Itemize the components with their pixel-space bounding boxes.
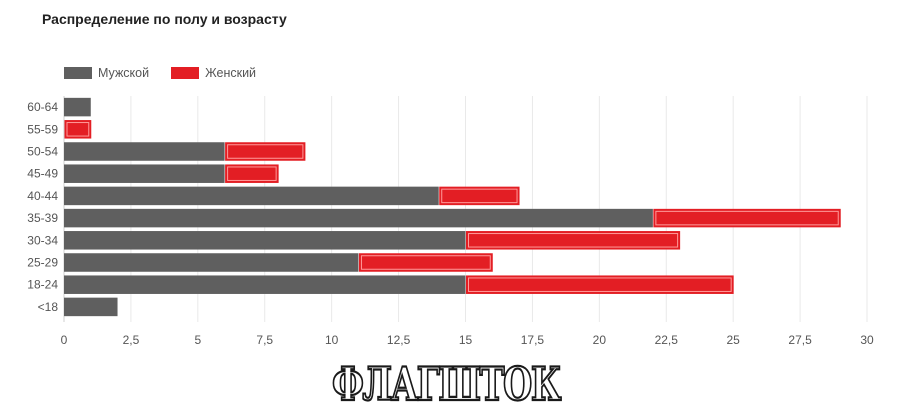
bar-female-inner-border [227, 144, 304, 159]
bar-male[interactable] [64, 275, 466, 294]
y-tick-label: <18 [38, 300, 59, 314]
y-tick-labels: 60-64 55-59 50-54 45-49 40-44 35-39 30-34 25-29… [27, 100, 58, 314]
bar-female[interactable] [64, 120, 92, 139]
x-tick-label: 22,5 [655, 333, 679, 347]
watermark-logo: ФЛАГШТОК [331, 358, 562, 408]
bar-male[interactable] [64, 208, 653, 228]
bar-male[interactable] [64, 231, 466, 250]
y-tick-label: 60-64 [27, 100, 58, 114]
bar-male[interactable] [64, 164, 225, 183]
x-tick-label: 10 [325, 333, 339, 347]
bar-female-inner-border [66, 122, 90, 137]
y-tick-label: 50-54 [27, 145, 58, 159]
legend-swatch-male [64, 67, 92, 79]
bars [64, 97, 841, 317]
bar-female-inner-border [468, 233, 679, 248]
bar-female-inner-border [227, 166, 277, 181]
y-tick-label: 45-49 [27, 167, 58, 181]
legend-label-female: Женский [205, 66, 257, 80]
legend-swatch-female [171, 67, 200, 79]
bar-female[interactable] [466, 231, 681, 250]
x-tick-label: 20 [593, 333, 607, 347]
bar-female[interactable] [225, 142, 306, 161]
x-tick-label: 12,5 [387, 333, 411, 347]
x-tick-label: 15 [459, 333, 473, 347]
bar-male[interactable] [64, 142, 225, 161]
x-tick-label: 0 [61, 333, 68, 347]
bar-female[interactable] [439, 186, 520, 206]
bar-male[interactable] [64, 97, 91, 117]
bar-male[interactable] [64, 186, 439, 206]
bar-female-inner-border [468, 277, 732, 292]
legend-item-male[interactable]: Мужской [64, 66, 149, 80]
bar-female-inner-border [655, 210, 839, 226]
x-tick-label: 17,5 [521, 333, 545, 347]
x-tick-label: 5 [194, 333, 201, 347]
legend: Мужской Женский [64, 66, 256, 80]
legend-label-male: Мужской [98, 66, 150, 80]
y-tick-label: 40-44 [27, 189, 58, 203]
y-tick-label: 30-34 [27, 233, 58, 247]
legend-item-female[interactable]: Женский [171, 66, 256, 80]
bar-female-inner-border [441, 188, 518, 204]
x-tick-label: 25 [726, 333, 740, 347]
y-tick-label: 35-39 [27, 211, 58, 225]
x-tick-labels: 0 2,5 5 7,5 10 12,5 15 17,5 20 22,5 25 27,5 30 [61, 333, 874, 347]
x-tick-label: 2,5 [123, 333, 140, 347]
bar-female[interactable] [653, 208, 841, 228]
x-tick-label: 30 [860, 333, 874, 347]
bar-female[interactable] [358, 253, 493, 272]
bar-female[interactable] [225, 164, 279, 183]
watermark-text: ФЛАГШТОК [332, 358, 562, 408]
y-tick-label: 55-59 [27, 122, 58, 136]
bar-male[interactable] [64, 297, 118, 317]
y-tick-label: 18-24 [27, 278, 58, 292]
bar-female[interactable] [466, 275, 734, 294]
x-tick-label: 7,5 [256, 333, 273, 347]
chart-title: Распределение по полу и возрасту [42, 11, 287, 27]
bar-female-inner-border [360, 255, 491, 270]
bar-male[interactable] [64, 253, 359, 272]
x-tick-label: 27,5 [788, 333, 812, 347]
y-tick-label: 25-29 [27, 256, 58, 270]
